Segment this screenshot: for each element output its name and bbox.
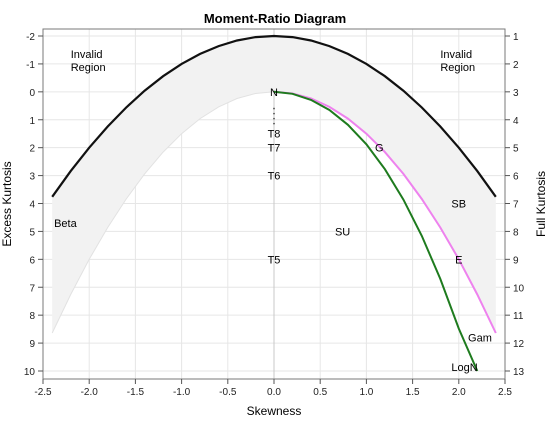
- x-axis-ticks: -2.5 -2.0 -1.5 -1.0 -0.5 0.0 0.5 1.0 1.5 2.0 2.5: [34, 379, 512, 398]
- chart-title: Moment-Ratio Diagram: [204, 11, 346, 26]
- y-tick-label: 10: [24, 367, 36, 378]
- region-label: LogN: [451, 362, 477, 374]
- point-label-t6: T6: [268, 171, 281, 183]
- y2-tick-label: 7: [513, 200, 519, 211]
- series-line-logn: [273, 90, 479, 372]
- y2-tick-label: 12: [513, 339, 525, 350]
- x-tick-label: 2.0: [452, 387, 466, 398]
- y-tick-label: 2: [29, 144, 35, 155]
- y-tick-label: -2: [26, 32, 35, 43]
- y2-tick-label: 2: [513, 60, 519, 71]
- x-tick-label: -1.5: [127, 387, 145, 398]
- y2-axis-label: Full Kurtosis: [534, 171, 548, 237]
- x-axis-label: Skewness: [247, 404, 302, 418]
- y-tick-label: 9: [29, 339, 35, 350]
- region-label: Gam: [468, 333, 492, 345]
- t-trail-dot: [273, 112, 275, 115]
- region-label: Region: [440, 62, 475, 74]
- y-tick-label: 3: [29, 172, 35, 183]
- point-label-n: N: [270, 87, 278, 99]
- y2-tick-label: 1: [513, 32, 519, 43]
- region-label: Invalid: [440, 49, 472, 61]
- x-tick-label: 0.0: [267, 387, 281, 398]
- series-line-gam: [273, 90, 497, 334]
- y2-tick-label: 3: [513, 88, 519, 99]
- point-label-t7: T7: [268, 143, 281, 155]
- y2-tick-label: 11: [513, 311, 524, 322]
- y2-tick-label: 4: [513, 116, 519, 127]
- region-label: Invalid: [71, 49, 103, 61]
- point-label-e: E: [455, 254, 462, 266]
- point-label-t5: T5: [268, 254, 281, 266]
- y-tick-label: 0: [29, 88, 35, 99]
- curves: [51, 34, 497, 372]
- region-label: SU: [335, 226, 350, 238]
- x-tick-label: -2.5: [34, 387, 52, 398]
- y2-tick-label: 13: [513, 367, 525, 378]
- annotations: T8T7T6T5NEGInvalidRegionInvalidRegionBet…: [54, 49, 492, 374]
- y-tick-label: 6: [29, 255, 35, 266]
- y-tick-label: 1: [29, 116, 35, 127]
- y2-tick-label: 8: [513, 227, 519, 238]
- y2-tick-label: 6: [513, 172, 519, 183]
- x-tick-label: -2.0: [81, 387, 99, 398]
- y-tick-label: -1: [26, 60, 35, 71]
- y-axis-ticks: -2 -1 0 1 2 3 4 5 6 7 8 9 10: [24, 32, 43, 378]
- y2-tick-label: 9: [513, 255, 519, 266]
- t-trail-dot: [273, 107, 275, 110]
- point-label-g: G: [375, 143, 384, 155]
- y-axis-label: Excess Kurtosis: [0, 161, 14, 246]
- x-tick-label: -0.5: [219, 387, 237, 398]
- region-label: SB: [451, 199, 466, 211]
- point-markers: [273, 107, 275, 125]
- y2-tick-label: 10: [513, 283, 525, 294]
- boundary-curve: [51, 34, 497, 198]
- y-tick-label: 4: [29, 200, 35, 211]
- region-label: Beta: [54, 218, 78, 230]
- y2-tick-label: 5: [513, 144, 519, 155]
- t-trail-dot: [273, 122, 275, 125]
- t-trail-dot: [273, 117, 275, 120]
- x-tick-label: 1.0: [359, 387, 373, 398]
- y-tick-label: 5: [29, 227, 35, 238]
- x-tick-label: 2.5: [498, 387, 512, 398]
- region-label: Region: [71, 62, 106, 74]
- point-label-t8: T8: [268, 129, 281, 141]
- x-tick-label: 0.5: [313, 387, 327, 398]
- x-tick-label: -1.0: [173, 387, 191, 398]
- y-tick-label: 7: [29, 283, 35, 294]
- y-tick-label: 8: [29, 311, 35, 322]
- x-tick-label: 1.5: [406, 387, 420, 398]
- beta-region-fill: [52, 36, 496, 333]
